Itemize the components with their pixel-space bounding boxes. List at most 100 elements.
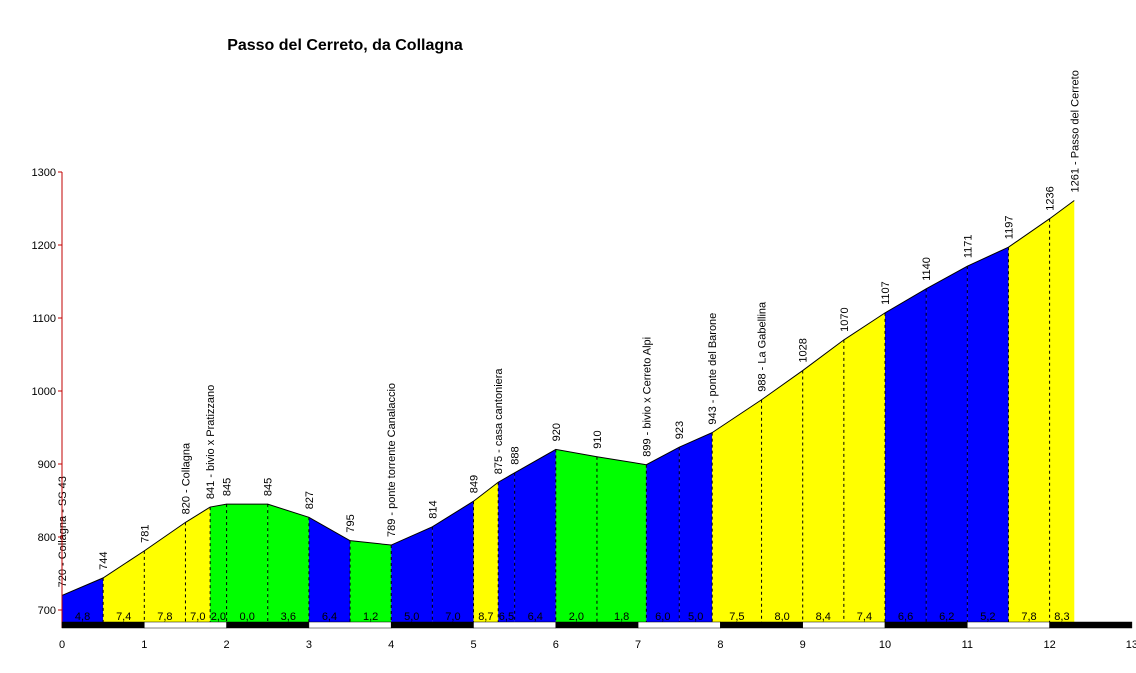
profile-segment [646, 447, 680, 622]
grade-label: 6,0 [655, 611, 670, 623]
grade-label: 7,4 [857, 611, 872, 623]
grade-label: 6,4 [322, 611, 337, 623]
grade-label: 3,6 [281, 611, 296, 623]
grade-label: 6,5 [499, 611, 514, 623]
profile-segment [926, 266, 968, 622]
altitude-label: 781 [139, 525, 151, 543]
y-tick-label: 800 [38, 532, 56, 544]
x-axis-band [308, 621, 392, 629]
profile-segment [514, 449, 556, 622]
x-tick-label: 10 [879, 639, 891, 651]
profile-segment [62, 577, 104, 622]
x-tick-label: 11 [962, 639, 973, 651]
altitude-label: 845 [263, 478, 275, 496]
x-tick-label: 1 [141, 639, 147, 651]
altitude-label: 1107 [880, 281, 892, 305]
profile-segment [103, 550, 145, 622]
x-tick-label: 3 [306, 639, 312, 651]
grade-label: 7,0 [190, 611, 205, 623]
profile-segment [1049, 200, 1075, 622]
altitude-label: 923 [674, 421, 686, 439]
altitude-label: 1261 - Passo del Cerreto [1069, 70, 1081, 192]
y-tick-label: 1100 [32, 313, 56, 325]
x-axis-band [802, 621, 886, 629]
profile-segment [185, 507, 211, 622]
x-axis-band [473, 621, 557, 629]
altitude-label: 820 - Collagna [180, 442, 192, 514]
profile-segment [885, 288, 927, 622]
profile-segment [498, 472, 515, 622]
profile-segment [226, 504, 268, 622]
y-tick-label: 1000 [32, 386, 56, 398]
altitude-label: 875 - casa cantoniera [493, 368, 505, 475]
altitude-label: 910 [592, 430, 604, 448]
profile-segment [712, 399, 762, 622]
altitude-label: 814 [427, 500, 439, 518]
altitude-label: 943 - ponte del Barone [707, 313, 719, 425]
altitude-label: 744 [98, 552, 110, 570]
grade-label: 2,0 [211, 611, 226, 623]
grade-label-layer: 4,8 7,4 7,8 7,0 2,0 0,0 3,6 6,4 1,2 5,0 7,0 8,7 6,5 6… [75, 611, 1070, 623]
profile-segment [267, 504, 309, 622]
altitude-label: 1171 [962, 235, 974, 259]
x-axis-band [884, 621, 968, 629]
grade-label: 8,7 [478, 611, 493, 623]
profile-segment [144, 522, 186, 622]
y-tick-label: 900 [38, 459, 56, 471]
x-axis-band [1049, 621, 1133, 629]
grade-label: 2,0 [569, 611, 584, 623]
grade-label: 7,0 [445, 611, 460, 623]
grade-label: 6,6 [898, 611, 913, 623]
x-axis-band [720, 621, 803, 629]
grade-label: 5,2 [980, 611, 995, 623]
x-tick-label: 5 [470, 639, 476, 651]
grade-label: 0,0 [240, 611, 255, 623]
x-axis-band [390, 621, 474, 629]
profile-segment [391, 526, 433, 622]
profile-segment [350, 540, 392, 622]
x-tick-label: 6 [553, 639, 559, 651]
grade-label: 1,2 [363, 611, 378, 623]
grade-label: 5,0 [688, 611, 703, 623]
x-tick-label: 7 [635, 639, 641, 651]
altitude-label: 845 [222, 478, 234, 496]
profile-segment [308, 517, 351, 622]
grade-label: 7,8 [157, 611, 172, 623]
x-tick-label: 12 [1043, 639, 1055, 651]
grade-label: 1,8 [614, 611, 629, 623]
grade-label: 7,4 [116, 611, 131, 623]
grade-label: 8,4 [816, 611, 831, 623]
x-tick-label: 0 [59, 639, 65, 651]
grade-label: 8,3 [1054, 611, 1069, 623]
altitude-label-layer: 720 - Collagna - SS 43 744 781 820 - Collag… [57, 70, 1081, 587]
profile-segment [802, 339, 844, 622]
profile-segment [761, 370, 803, 622]
x-axis-band [967, 621, 1050, 629]
km-dash-layer [102, 218, 1051, 622]
altitude-label: 920 [551, 423, 563, 441]
y-tick-label: 1300 [32, 167, 56, 179]
altitude-label: 827 [304, 491, 316, 509]
y-tick-label: 1200 [32, 240, 56, 252]
x-axis-band [637, 621, 721, 629]
altitude-label: 1070 [839, 307, 851, 331]
altitude-label: 988 - La Gabellina [757, 301, 769, 392]
altitude-label: 899 - bivio x Cerreto Alpi [641, 337, 653, 457]
x-axis-band [555, 621, 639, 629]
x-tick-label: 4 [388, 639, 394, 651]
grade-label: 5,0 [404, 611, 419, 623]
profile-segment [432, 501, 474, 622]
altitude-label: 849 [469, 475, 481, 493]
chart-title: Passo del Cerreto, da Collagna [227, 37, 463, 54]
profile-fill-layer [61, 200, 1075, 622]
grade-label: 7,5 [729, 611, 744, 623]
grade-label: 4,8 [75, 611, 90, 623]
altitude-label: 795 [345, 514, 357, 532]
altitude-label: 1197 [1003, 216, 1015, 240]
profile-segment [473, 482, 499, 622]
grade-label: 6,4 [528, 611, 543, 623]
x-axis-band [61, 621, 145, 629]
altitude-label: 888 [510, 446, 522, 464]
